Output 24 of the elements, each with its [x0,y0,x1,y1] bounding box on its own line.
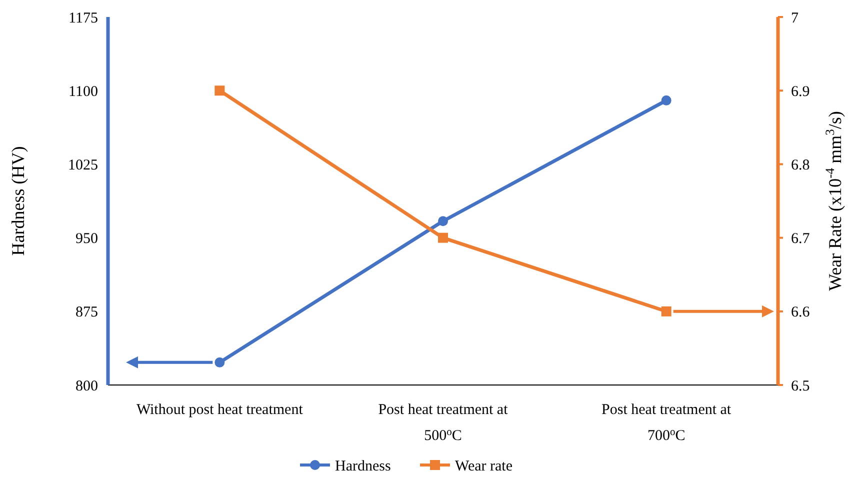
point [438,232,448,243]
point [661,306,672,316]
x-tick-label: Post heat treatment at 500$^{o}$C [378,402,509,444]
y2-tick-label: 6.5 [791,378,810,394]
x-tick-label: Post heat treatment at 700$^{o}$C [602,402,732,444]
y2-tick-label: 6.9 [791,84,810,100]
legend-label: Wear rate [455,458,513,474]
y-tick-label: 950 [76,231,98,248]
y-tick-label: 1175 [68,10,98,26]
y-tick-label: 800 [76,378,98,394]
point [214,357,225,368]
y-axis-title: Hardness (HV) [8,146,28,256]
y2-tick-label: 6.8 [791,157,810,174]
y2-tick-label: 7 [791,10,799,26]
legend-label: Hardness [335,458,391,474]
point [214,86,225,96]
y-tick-label: 1025 [68,157,98,174]
y-tick-label: 875 [76,304,98,321]
y2-tick-label: 6.6 [791,304,810,321]
x-tick-label: Without post heat treatment [136,402,304,418]
y2-tick-label: 6.7 [791,231,810,248]
point [661,95,672,106]
point [438,216,448,226]
y-tick-label: 1100 [68,84,98,100]
